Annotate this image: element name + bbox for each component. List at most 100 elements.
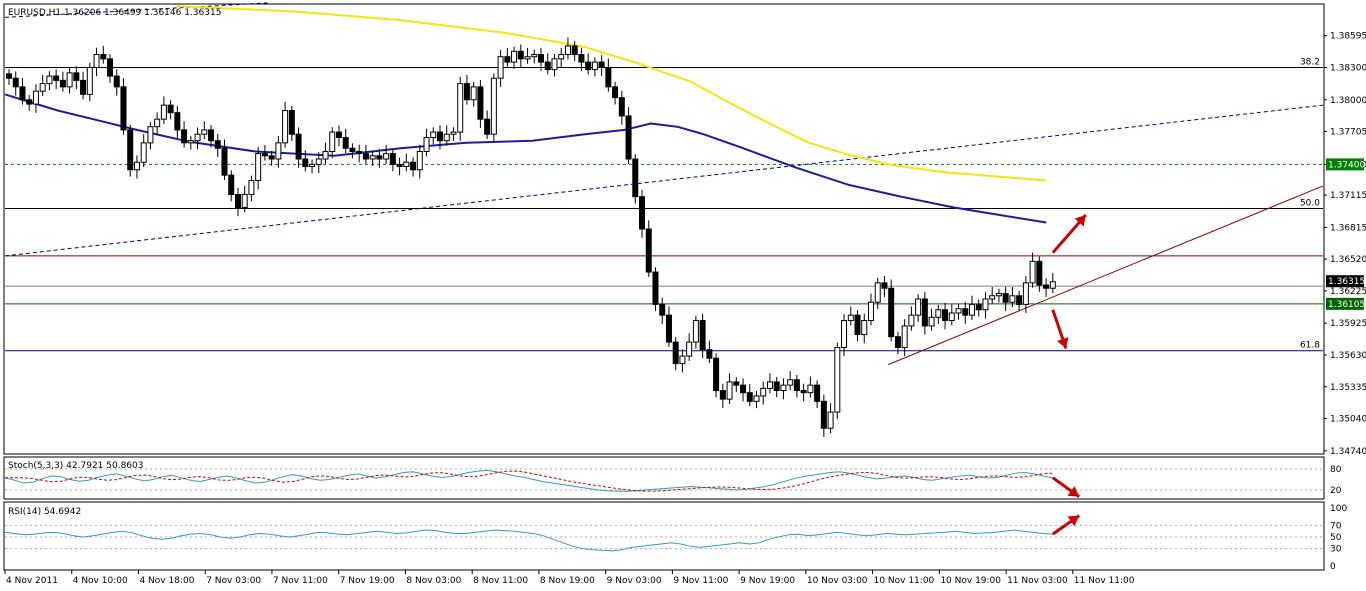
candle-body	[86, 66, 93, 95]
price-tick-label: 1.37115	[1330, 191, 1366, 201]
time-tick-label: 7 Nov 03:00	[206, 576, 261, 586]
rsi-label: RSI(14) 54.6942	[8, 507, 81, 517]
candle-body	[1016, 295, 1023, 305]
arrow-head	[1057, 337, 1069, 349]
level-label: 38.2	[1300, 57, 1320, 67]
candle-body	[901, 325, 908, 348]
candle-body	[760, 387, 767, 397]
candle-body	[410, 161, 417, 171]
candle-body	[564, 45, 571, 56]
candle-body	[335, 131, 342, 138]
candle-body	[436, 131, 443, 142]
candle-body	[827, 411, 834, 429]
time-tick-label: 7 Nov 11:00	[273, 576, 328, 586]
candle-body	[322, 150, 329, 160]
candle-body	[181, 129, 188, 144]
candle-body	[362, 153, 369, 160]
time-tick-label: 7 Nov 19:00	[340, 576, 395, 586]
candle-body	[989, 295, 996, 300]
candle-body	[26, 99, 33, 105]
candle-body	[497, 56, 504, 79]
moving-average-fast	[4, 93, 1047, 224]
candle-body	[942, 309, 949, 322]
candle-body	[248, 180, 255, 196]
time-tick-label: 8 Nov 03:00	[406, 576, 461, 586]
candle-body	[160, 104, 167, 120]
candle-body	[793, 379, 800, 392]
price-tick-label: 1.38595	[1330, 32, 1366, 42]
candle-body	[861, 320, 868, 336]
candle-body	[315, 158, 322, 165]
time-tick-label: 9 Nov 19:00	[740, 576, 795, 586]
stoch-label: Stoch(5,3,3) 42.7921 50.8603	[8, 461, 143, 471]
candle-body	[107, 58, 114, 77]
candle-body	[234, 194, 241, 208]
candle-body	[955, 308, 962, 314]
candle-body	[221, 147, 228, 176]
price-tick-label: 1.38000	[1330, 96, 1366, 106]
time-tick-label: 8 Nov 19:00	[540, 576, 595, 586]
candle-body	[814, 384, 821, 402]
candle-body	[524, 56, 531, 60]
candle-body	[342, 136, 349, 149]
candle-body	[389, 153, 396, 165]
time-tick-label: 4 Nov 18:00	[139, 576, 194, 586]
candle-body	[558, 54, 565, 60]
price-tick-label: 1.34740	[1330, 447, 1366, 457]
candle-body	[706, 349, 713, 359]
current-price-badge	[1326, 275, 1364, 288]
candle-body	[268, 155, 275, 160]
candle-body	[746, 392, 753, 402]
price-tick-label: 1.35630	[1330, 351, 1366, 361]
level-label: 50.0	[1300, 199, 1320, 209]
candle-body	[995, 293, 1002, 297]
candle-body	[659, 303, 666, 316]
candle-body	[208, 129, 215, 142]
candles	[6, 37, 1056, 437]
candle-body	[773, 381, 780, 392]
candle-body	[645, 228, 652, 273]
annotation-arrows	[1051, 214, 1087, 350]
price-tick-label: 1.35925	[1330, 319, 1366, 329]
candle-body	[874, 282, 881, 303]
candle-body	[908, 314, 915, 327]
candle-body	[692, 320, 699, 343]
candle-body	[1043, 284, 1050, 289]
candle-body	[443, 133, 450, 142]
time-tick-label: 11 Nov 03:00	[1007, 576, 1068, 586]
indicator-tick-label: 0	[1330, 562, 1336, 572]
price-tick-label: 1.36225	[1330, 287, 1366, 297]
level-label: 61.8	[1300, 341, 1320, 351]
price-tick-label: 1.36815	[1330, 223, 1366, 233]
candle-body	[713, 357, 720, 392]
chart-header: EURUSD,H1 1.36206 1.36499 1.36146 1.3631…	[8, 8, 221, 18]
current-price-label: 1.36315	[1328, 277, 1365, 287]
candle-body	[6, 73, 12, 79]
time-tick-label: 11 Nov 11:00	[1074, 576, 1135, 586]
price-tick-label: 1.35335	[1330, 383, 1366, 393]
candle-body	[888, 287, 895, 338]
candle-body	[935, 309, 942, 318]
candle-body	[585, 61, 592, 71]
candle-body	[174, 112, 181, 131]
trend-line	[4, 2, 269, 18]
price-badge-label: 1.36105	[1328, 300, 1365, 310]
candle-body	[154, 118, 161, 128]
candle-body	[968, 303, 975, 316]
candle-body	[686, 341, 693, 357]
time-tick-label: 10 Nov 03:00	[807, 576, 868, 586]
candle-body	[591, 61, 598, 71]
candle-body	[719, 390, 726, 400]
candle-body	[450, 131, 457, 135]
candle-body	[356, 150, 363, 155]
candle-body	[147, 126, 154, 144]
indicator-tick-label: 80	[1330, 465, 1342, 475]
price-badge	[1326, 158, 1364, 171]
price-axis: 1.38595 1.38300 1.38000 1.37705 1.37400 1.371…	[1324, 32, 1366, 457]
candle-body	[1029, 260, 1036, 284]
candle-body	[618, 97, 625, 117]
arrow-head	[1067, 486, 1080, 497]
candle-body	[780, 384, 787, 392]
candle-body	[214, 140, 221, 149]
